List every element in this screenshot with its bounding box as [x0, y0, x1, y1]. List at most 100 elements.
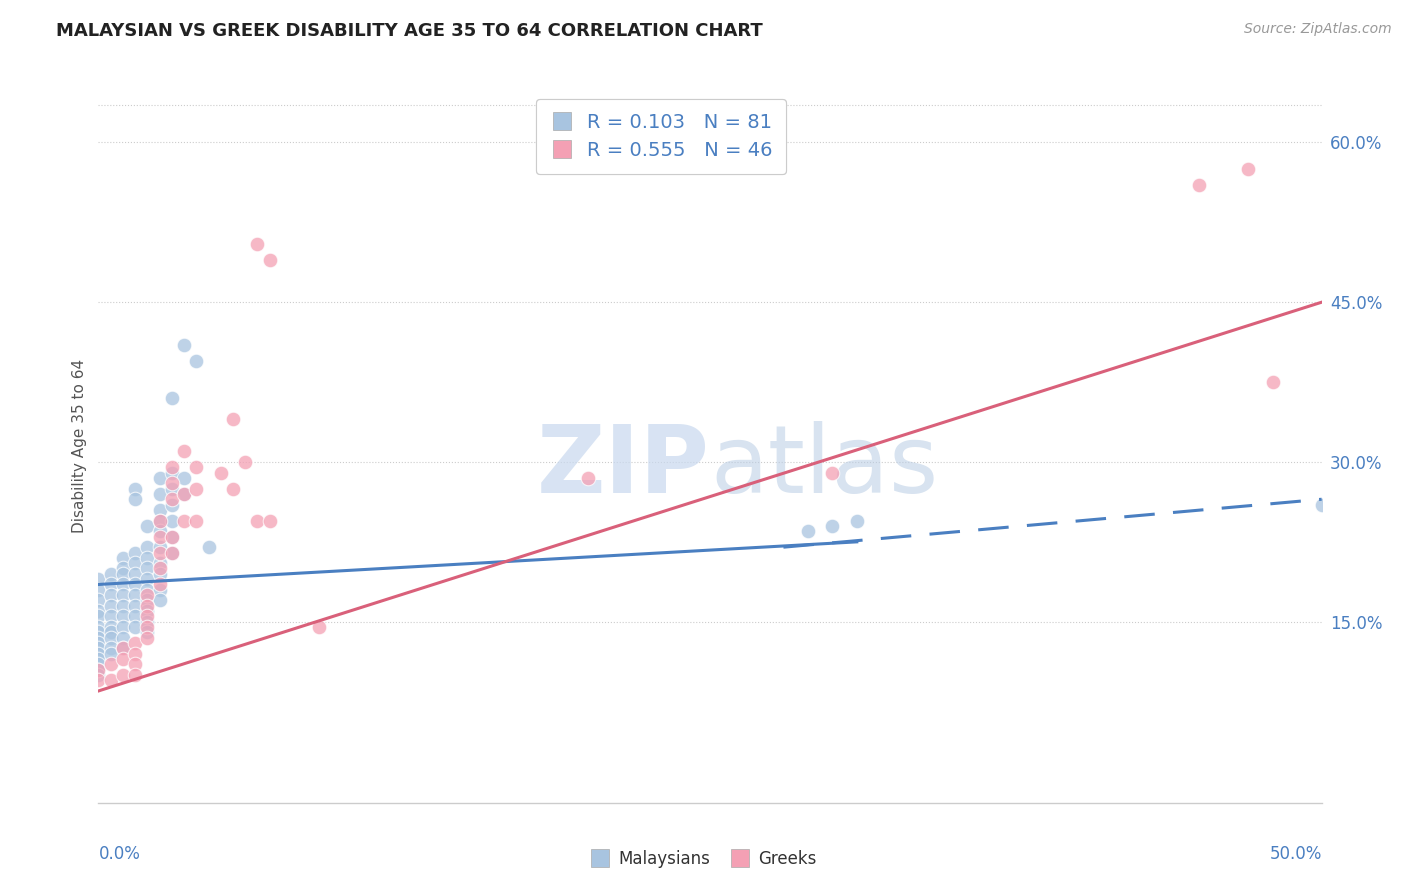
Point [124, 492, 146, 507]
Point [100, 647, 122, 661]
Point [136, 593, 159, 607]
Point [100, 566, 122, 581]
Point [845, 514, 868, 528]
Point [111, 577, 134, 591]
Text: Source: ZipAtlas.com: Source: ZipAtlas.com [1244, 22, 1392, 37]
Point [246, 236, 269, 251]
Point [100, 625, 122, 640]
Point [87, 668, 110, 682]
Text: MALAYSIAN VS GREEK DISABILITY AGE 35 TO 64 CORRELATION CHART: MALAYSIAN VS GREEK DISABILITY AGE 35 TO … [56, 22, 763, 40]
Point [111, 652, 134, 666]
Point [136, 572, 159, 586]
Point [87, 609, 110, 624]
Point [100, 631, 122, 645]
Point [100, 620, 122, 634]
Point [136, 615, 159, 629]
Point [124, 599, 146, 613]
Point [136, 620, 159, 634]
Point [100, 577, 122, 591]
Point [186, 353, 208, 368]
Point [87, 673, 110, 688]
Point [149, 593, 172, 607]
Point [160, 466, 183, 480]
Point [160, 545, 183, 559]
Point [87, 641, 110, 656]
Point [124, 620, 146, 634]
Point [160, 529, 183, 543]
Point [136, 582, 159, 597]
Point [111, 599, 134, 613]
Point [124, 566, 146, 581]
Point [136, 540, 159, 554]
Point [160, 545, 183, 559]
Point [87, 582, 110, 597]
Point [1310, 498, 1333, 512]
Point [100, 599, 122, 613]
Point [124, 609, 146, 624]
Point [821, 466, 844, 480]
Point [1261, 375, 1284, 389]
Point [87, 572, 110, 586]
Point [124, 647, 146, 661]
Text: 0.0%: 0.0% [98, 846, 141, 863]
Point [160, 391, 183, 405]
Point [149, 545, 172, 559]
Point [1188, 178, 1211, 192]
Point [149, 561, 172, 575]
Point [259, 514, 281, 528]
Point [124, 668, 146, 682]
Point [87, 620, 110, 634]
Point [111, 620, 134, 634]
Point [100, 588, 122, 602]
Point [87, 631, 110, 645]
Point [87, 604, 110, 618]
Point [149, 471, 172, 485]
Text: atlas: atlas [710, 421, 938, 514]
Point [136, 588, 159, 602]
Point [100, 673, 122, 688]
Point [1237, 162, 1260, 177]
Point [111, 561, 134, 575]
Point [160, 514, 183, 528]
Point [124, 588, 146, 602]
Point [87, 625, 110, 640]
Point [246, 514, 269, 528]
Point [111, 550, 134, 565]
Point [111, 641, 134, 656]
Point [160, 476, 183, 491]
Point [124, 636, 146, 650]
Point [87, 663, 110, 677]
Point [197, 540, 219, 554]
Point [186, 482, 208, 496]
Point [797, 524, 820, 539]
Point [111, 631, 134, 645]
Point [136, 519, 159, 533]
Point [209, 466, 232, 480]
Point [160, 460, 183, 475]
Point [87, 663, 110, 677]
Point [173, 487, 195, 501]
Point [136, 561, 159, 575]
Point [87, 593, 110, 607]
Point [124, 482, 146, 496]
Point [111, 609, 134, 624]
Point [124, 657, 146, 672]
Text: ZIP: ZIP [537, 421, 710, 514]
Point [136, 631, 159, 645]
Point [149, 514, 172, 528]
Point [136, 609, 159, 624]
Point [308, 620, 330, 634]
Point [149, 524, 172, 539]
Point [160, 498, 183, 512]
Point [87, 636, 110, 650]
Point [173, 471, 195, 485]
Point [136, 625, 159, 640]
Point [136, 599, 159, 613]
Point [222, 412, 245, 426]
Point [149, 540, 172, 554]
Point [576, 471, 599, 485]
Point [149, 577, 172, 591]
Point [149, 503, 172, 517]
Point [124, 556, 146, 570]
Point [222, 482, 245, 496]
